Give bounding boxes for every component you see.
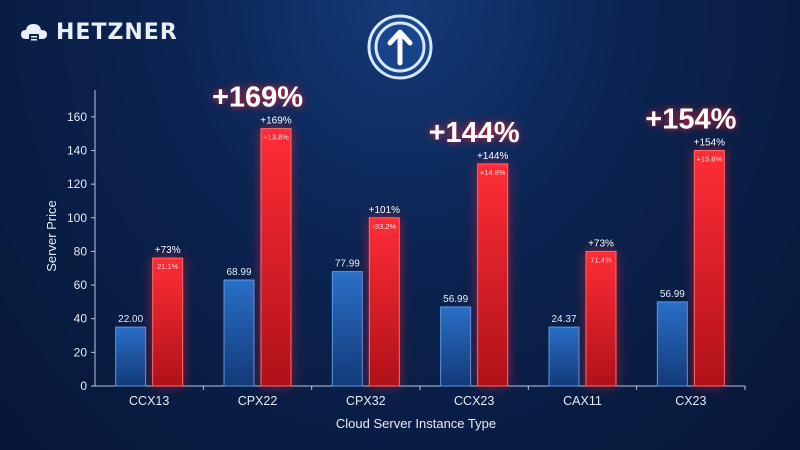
bar-red — [260, 128, 292, 387]
x-axis-title: Cloud Server Instance Type — [336, 416, 496, 431]
bar-blue — [656, 301, 688, 387]
bar-blue — [440, 306, 472, 387]
red-inner-label: -33.2% — [372, 222, 396, 231]
y-axis-title: Server Price — [44, 200, 59, 272]
y-tick-label: 160 — [67, 110, 87, 124]
y-tick-label: 80 — [74, 244, 88, 258]
y-tick-label: 120 — [67, 177, 87, 191]
y-tick-label: 140 — [67, 143, 87, 157]
red-increase-label: +169% — [260, 116, 292, 127]
bar-blue — [115, 326, 147, 387]
cloud-server-icon — [21, 23, 47, 42]
y-tick-label: 100 — [67, 211, 87, 225]
blue-value-label: 56.99 — [660, 289, 685, 300]
y-tick-label: 40 — [74, 312, 88, 326]
blue-value-label: 56.99 — [443, 294, 468, 305]
red-increase-label: +73% — [155, 245, 181, 256]
highlight-increase-label: +154% — [645, 103, 736, 135]
blue-value-label: 22.00 — [118, 314, 143, 325]
bar-red — [585, 250, 617, 387]
red-inner-label: 71.4% — [590, 255, 612, 264]
x-tick-label: CPX22 — [238, 394, 278, 408]
arrow-up-circle-icon — [366, 13, 434, 86]
highlight-increase-label: +169% — [212, 82, 303, 114]
y-tick-label: 20 — [74, 345, 88, 359]
x-tick-label: CCX23 — [454, 394, 494, 408]
red-increase-label: +73% — [588, 238, 614, 249]
highlight-increase-label: +144% — [429, 117, 520, 149]
bar-blue — [331, 271, 363, 387]
blue-value-label: 24.37 — [551, 314, 576, 325]
hetzner-logo: HETZNER — [20, 20, 178, 45]
brand-name: HETZNER — [56, 20, 178, 45]
bar-blue — [223, 279, 255, 387]
x-tick-label: CCX13 — [129, 394, 169, 408]
red-increase-label: +154% — [694, 137, 726, 148]
y-tick-label: 60 — [74, 278, 88, 292]
bar-red — [693, 149, 725, 387]
x-tick-label: CX23 — [675, 394, 706, 408]
bar-red — [368, 217, 400, 387]
red-inner-label: +14.8% — [480, 168, 506, 177]
x-tick-label: CPX32 — [346, 394, 386, 408]
red-increase-label: +101% — [369, 205, 401, 216]
red-increase-label: +144% — [477, 151, 509, 162]
bar-blue — [548, 326, 580, 387]
bar-red — [477, 163, 509, 387]
x-tick-label: CAX11 — [563, 394, 602, 408]
y-tick-label: 0 — [80, 379, 87, 393]
red-inner-label: +13.8% — [263, 133, 289, 142]
red-inner-label: 21.1% — [157, 262, 179, 271]
blue-value-label: 77.99 — [335, 259, 360, 270]
red-inner-label: +15.8% — [697, 154, 723, 163]
bar-red — [152, 257, 184, 387]
blue-value-label: 68.99 — [226, 267, 251, 278]
